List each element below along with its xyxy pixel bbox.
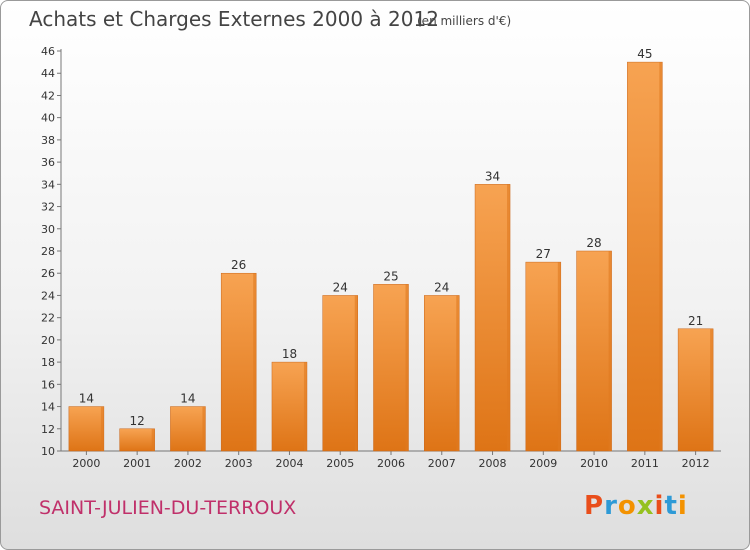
data-label-2011: 45 bbox=[637, 47, 652, 61]
x-tick-label-2004: 2004 bbox=[275, 457, 303, 470]
y-tick-label: 30 bbox=[41, 223, 55, 236]
bar-edge-2004 bbox=[303, 362, 307, 451]
x-tick-label-2000: 2000 bbox=[72, 457, 100, 470]
bar-2011 bbox=[627, 61, 663, 452]
bar-2010 bbox=[576, 250, 612, 452]
brand-letter: t bbox=[664, 491, 678, 521]
data-label-2005: 24 bbox=[333, 280, 348, 294]
bar-edge-2003 bbox=[253, 273, 257, 451]
bar-2007 bbox=[424, 295, 460, 452]
bar-edge-2008 bbox=[507, 184, 511, 452]
place-name: SAINT-JULIEN-DU-TERROUX bbox=[39, 497, 297, 519]
x-tick-label-2001: 2001 bbox=[123, 457, 151, 470]
bar-2004 bbox=[271, 361, 308, 452]
data-label-2008: 34 bbox=[485, 169, 500, 183]
bar-2000 bbox=[68, 406, 105, 452]
data-label-2004: 18 bbox=[282, 347, 297, 361]
bar-2012 bbox=[677, 328, 714, 452]
bar-edge-2012 bbox=[710, 328, 714, 451]
y-tick-label: 42 bbox=[41, 89, 55, 102]
bar-2009 bbox=[525, 261, 562, 452]
y-tick-label: 20 bbox=[41, 334, 55, 347]
y-tick-label: 44 bbox=[41, 67, 55, 80]
y-tick-label: 46 bbox=[41, 45, 55, 58]
y-tick-label: 36 bbox=[41, 156, 55, 169]
data-label-2012: 21 bbox=[688, 314, 703, 328]
bar-edge-2009 bbox=[557, 262, 561, 451]
bar-2002 bbox=[170, 406, 206, 452]
brand-letter: o bbox=[617, 491, 637, 521]
y-tick-label: 16 bbox=[41, 378, 55, 391]
data-label-2010: 28 bbox=[586, 236, 601, 250]
x-tick-label-2009: 2009 bbox=[529, 457, 557, 470]
x-tick-label-2002: 2002 bbox=[174, 457, 202, 470]
y-tick-label: 40 bbox=[41, 112, 55, 125]
data-label-2003: 26 bbox=[231, 258, 246, 272]
brand-letter: i bbox=[654, 491, 665, 521]
y-tick-label: 10 bbox=[41, 445, 55, 458]
bar-edge-2005 bbox=[354, 295, 358, 451]
bar-2008 bbox=[474, 184, 511, 452]
data-label-2000: 14 bbox=[79, 392, 94, 406]
x-tick-label-2012: 2012 bbox=[682, 457, 710, 470]
bar-edge-2000 bbox=[100, 406, 104, 451]
bar-edge-2007 bbox=[456, 295, 460, 451]
bar-edge-2002 bbox=[202, 406, 206, 451]
data-label-2002: 14 bbox=[180, 392, 195, 406]
bar-edge-2011 bbox=[659, 62, 663, 451]
y-tick-label: 24 bbox=[41, 289, 55, 302]
bar-2005 bbox=[322, 295, 358, 452]
data-label-2009: 27 bbox=[536, 247, 551, 261]
brand-letter: i bbox=[677, 491, 688, 521]
bar-edge-2006 bbox=[405, 284, 409, 451]
y-tick-label: 14 bbox=[41, 401, 55, 414]
bar-edge-2001 bbox=[151, 428, 155, 451]
data-label-2006: 25 bbox=[383, 269, 398, 283]
bar-edge-2010 bbox=[608, 251, 612, 451]
y-tick-label: 12 bbox=[41, 423, 55, 436]
x-tick-label-2003: 2003 bbox=[225, 457, 253, 470]
y-tick-label: 22 bbox=[41, 312, 55, 325]
chart-subtitle: (en milliers d'€) bbox=[417, 14, 512, 28]
x-tick-label-2008: 2008 bbox=[479, 457, 507, 470]
x-tick-label-2010: 2010 bbox=[580, 457, 608, 470]
brand-letter: x bbox=[636, 491, 655, 521]
brand-logo: Proxiti bbox=[584, 491, 688, 521]
x-tick-label-2005: 2005 bbox=[326, 457, 354, 470]
y-tick-label: 34 bbox=[41, 178, 55, 191]
data-label-2001: 12 bbox=[130, 414, 145, 428]
bar-2001 bbox=[119, 428, 155, 452]
x-tick-label-2006: 2006 bbox=[377, 457, 405, 470]
y-tick-label: 32 bbox=[41, 201, 55, 214]
y-tick-label: 38 bbox=[41, 134, 55, 147]
brand-letter: P bbox=[584, 491, 605, 521]
y-tick-label: 26 bbox=[41, 267, 55, 280]
brand-letter: r bbox=[604, 491, 618, 521]
bar-2003 bbox=[220, 272, 257, 452]
data-label-2007: 24 bbox=[434, 280, 449, 294]
x-tick-label-2007: 2007 bbox=[428, 457, 456, 470]
x-tick-label-2011: 2011 bbox=[631, 457, 659, 470]
y-tick-label: 28 bbox=[41, 245, 55, 258]
y-tick-label: 18 bbox=[41, 356, 55, 369]
chart-title: Achats et Charges Externes 2000 à 2012 bbox=[29, 7, 439, 31]
bar-2006 bbox=[373, 284, 409, 452]
